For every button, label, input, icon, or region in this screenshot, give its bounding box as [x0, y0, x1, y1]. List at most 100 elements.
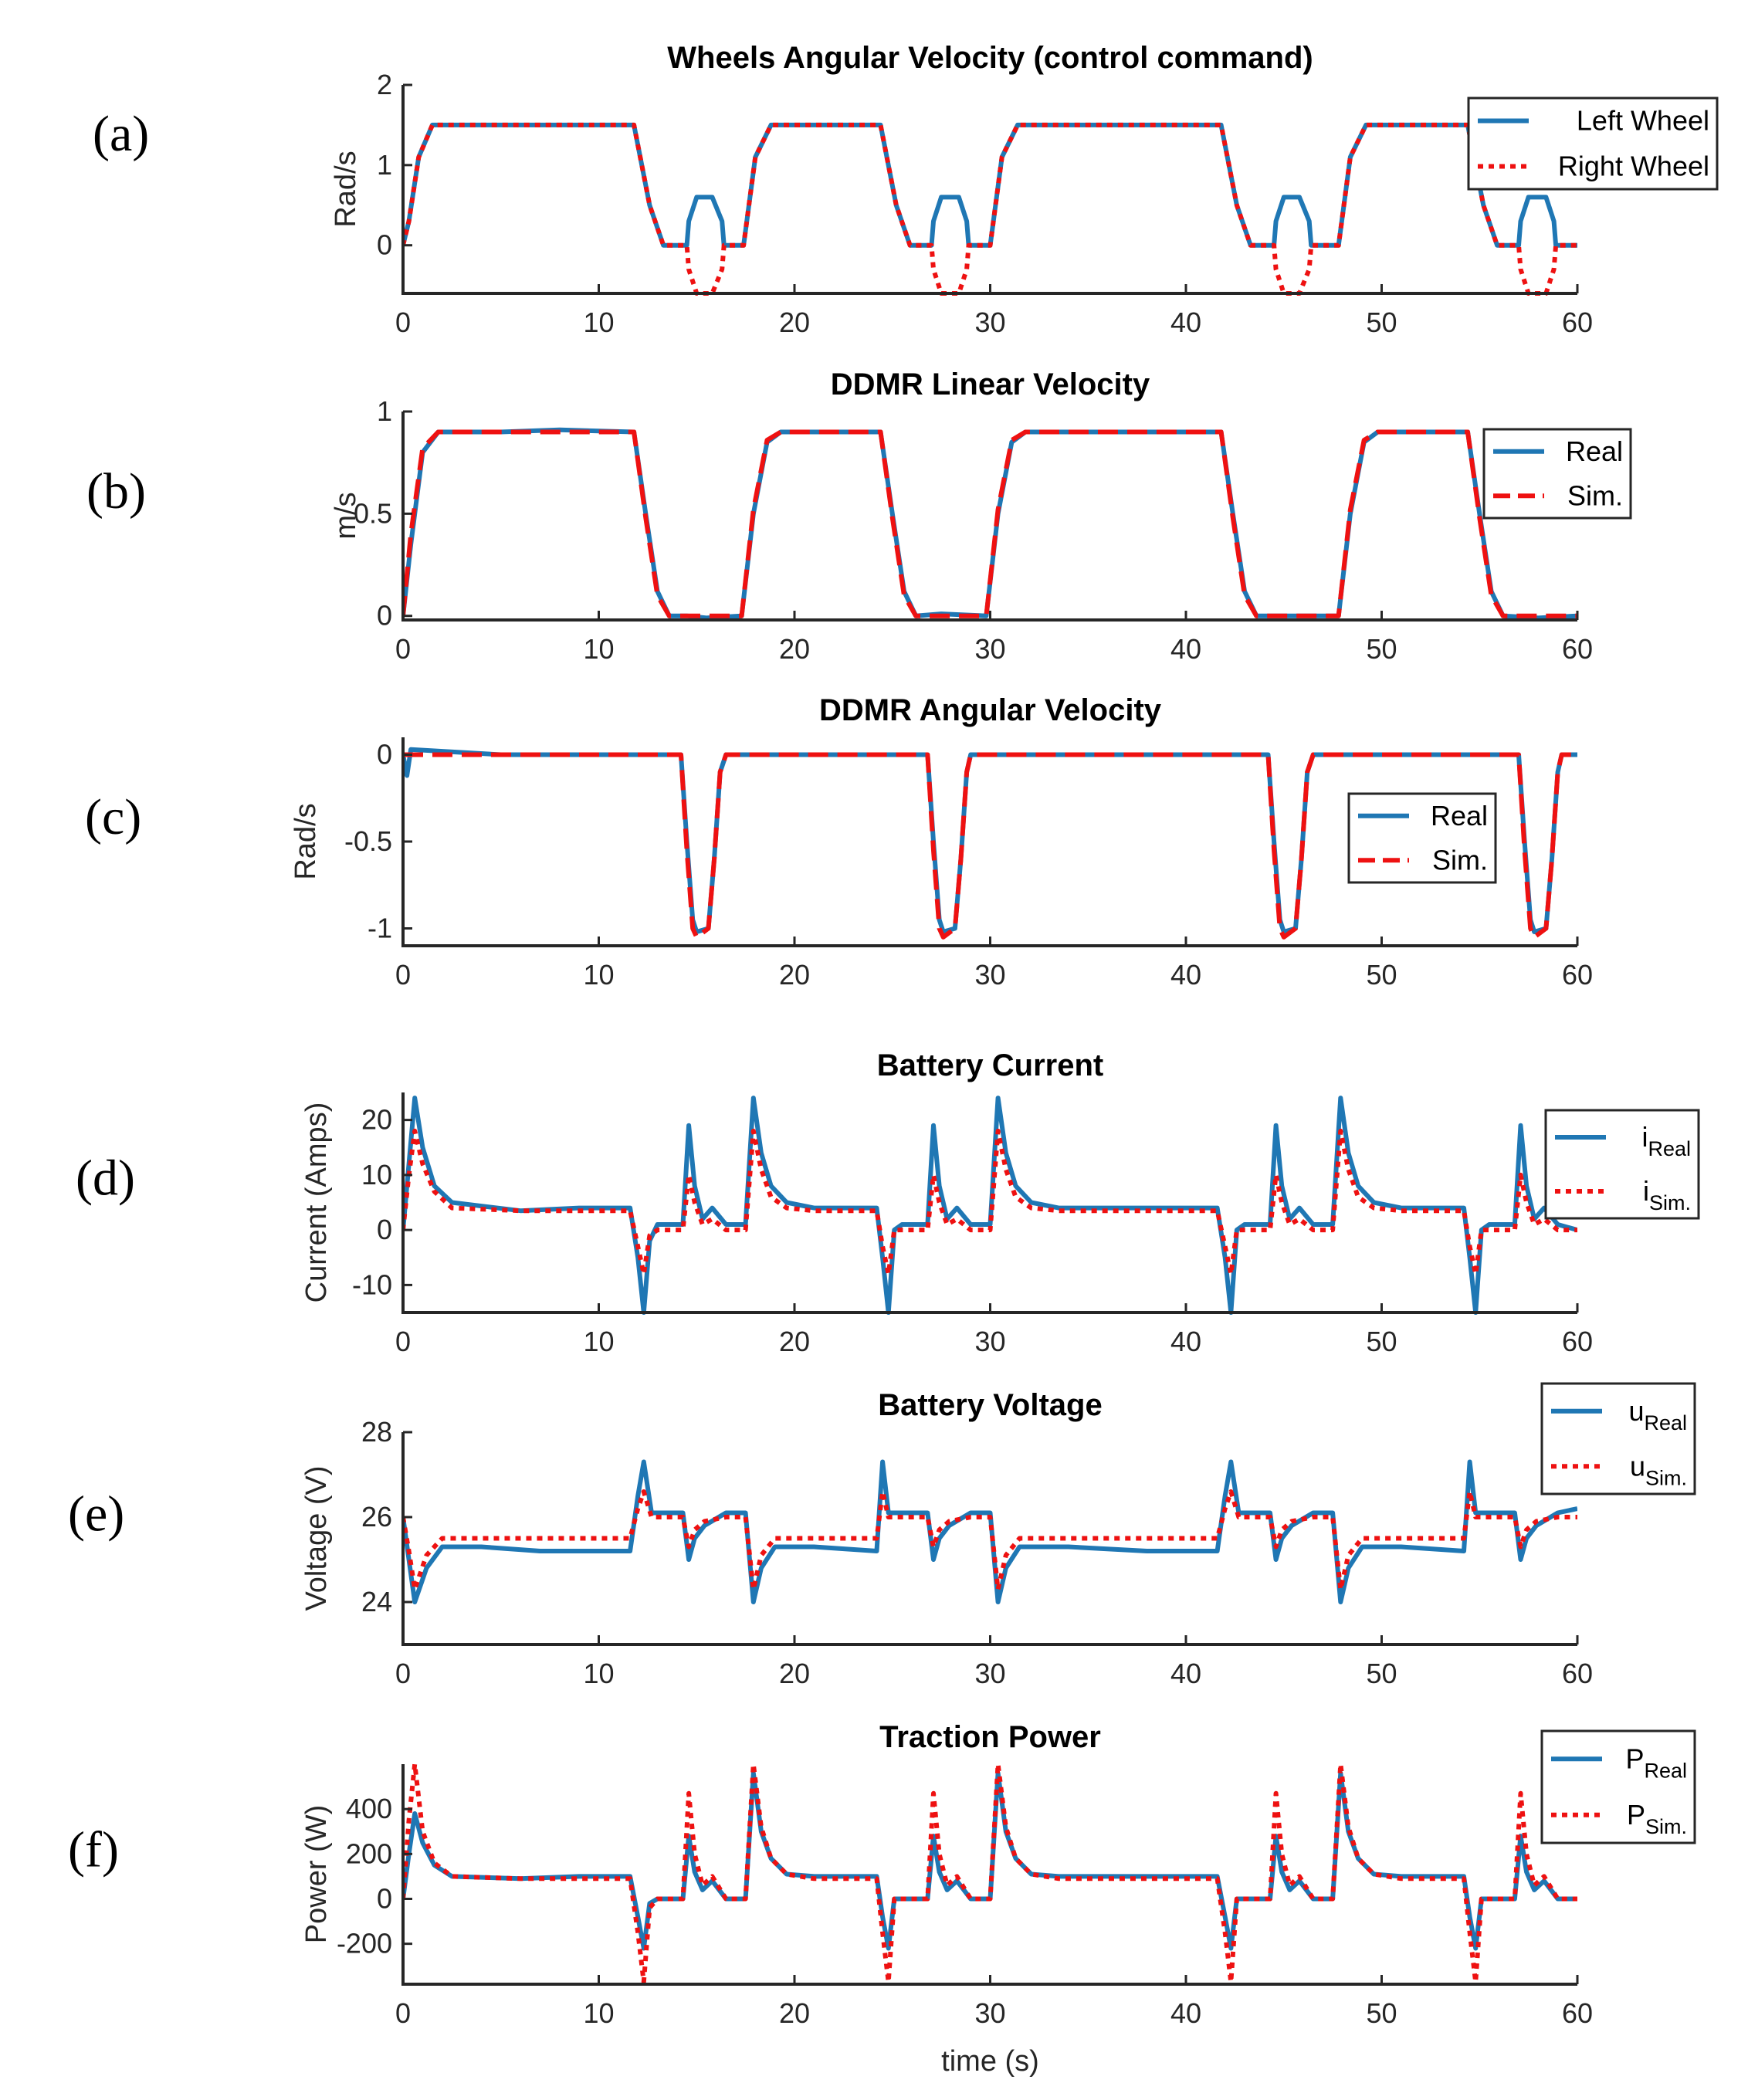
series-line-c-sim: [403, 752, 1577, 940]
y-tick-label: 0: [377, 1214, 392, 1245]
x-tick-label: 0: [395, 1997, 411, 2029]
x-tick-label: 20: [779, 1658, 810, 1689]
series-line-e-real: [403, 1459, 1577, 1604]
x-tick-label: 0: [395, 1658, 411, 1689]
y-tick-label: 24: [361, 1586, 392, 1617]
x-tick-label: 0: [395, 959, 411, 991]
x-tick-label: 50: [1366, 633, 1397, 665]
y-tick-label: 0: [377, 229, 392, 261]
y-axis-label: Voltage (V): [300, 1466, 333, 1611]
x-axis-label: time (s): [941, 2045, 1039, 2078]
legend-box: [1347, 792, 1497, 884]
chart-title: Battery Current: [877, 1048, 1103, 1082]
y-axis-label: Rad/s: [330, 151, 362, 227]
x-tick-label: 40: [1170, 633, 1201, 665]
chart-title: DDMR Linear Velocity: [831, 368, 1150, 401]
y-tick-label: 10: [361, 1159, 392, 1191]
series-line-f-real: [403, 1770, 1577, 1951]
y-tick-label: 1: [377, 149, 392, 181]
x-tick-label: 40: [1170, 1997, 1201, 2029]
x-tick-label: 30: [974, 1658, 1005, 1689]
legend-label-sim: Sim.: [1432, 844, 1488, 876]
x-tick-label: 60: [1562, 1997, 1593, 2029]
x-tick-label: 0: [395, 307, 411, 338]
panel-label: (e): [68, 1486, 124, 1543]
y-tick-label: 0: [377, 1882, 392, 1914]
x-tick-label: 30: [974, 1326, 1005, 1357]
y-axis-label: Current (Amps): [300, 1102, 333, 1303]
chart-title: Battery Voltage: [878, 1388, 1102, 1422]
series-line-d-real: [403, 1096, 1577, 1315]
x-tick-label: 10: [583, 1997, 614, 2029]
y-tick-label: -10: [352, 1268, 392, 1300]
x-tick-label: 10: [583, 959, 614, 991]
x-tick-label: 50: [1366, 307, 1397, 338]
x-tick-label: 50: [1366, 1326, 1397, 1357]
y-tick-label: 200: [346, 1838, 392, 1869]
x-tick-label: 50: [1366, 1658, 1397, 1689]
legend-box: [1467, 97, 1719, 191]
legend-box: [1540, 1729, 1696, 1844]
panel-c: 0 10 20 30 40 50 60 0 -0.5 -1 DDMR Angular Velocit…: [85, 693, 1593, 991]
y-tick-label: -1: [368, 913, 392, 944]
y-tick-label: 0: [377, 739, 392, 771]
x-tick-label: 0: [395, 1326, 411, 1357]
x-tick-label: 30: [974, 633, 1005, 665]
panel-label: (d): [76, 1150, 135, 1207]
x-tick-label: 50: [1366, 1997, 1397, 2029]
x-tick-label: 30: [974, 959, 1005, 991]
y-axis-label: Power (W): [300, 1805, 333, 1943]
x-tick-label: 60: [1562, 1658, 1593, 1689]
panel-a: 0 10 20 30 40 50 60 0 1 2 Wheels Angular Velocity …: [93, 41, 1719, 338]
x-tick-label: 40: [1170, 1658, 1201, 1689]
y-axis-label: m/s: [330, 492, 362, 539]
legend-label-sim: Right Wheel: [1558, 151, 1709, 182]
panel-label: (f): [68, 1822, 119, 1878]
series-line-b-real: [403, 427, 1577, 621]
series-line-b-sim: [403, 429, 1577, 618]
panel-label: (c): [85, 789, 141, 845]
chart-title: Wheels Angular Velocity (control command…: [667, 41, 1313, 75]
x-tick-label: 20: [779, 1326, 810, 1357]
legend-box: [1482, 428, 1632, 520]
chart-title: Traction Power: [879, 1720, 1101, 1754]
series-line-e-sim: [403, 1489, 1577, 1592]
legend-box: [1544, 1109, 1700, 1220]
x-tick-label: 20: [779, 1997, 810, 2029]
legend: Real Sim.: [1482, 428, 1632, 520]
series-line-f-sim: [403, 1762, 1577, 1985]
panel-label: (a): [93, 106, 149, 162]
series-line-a-real: [403, 122, 1577, 248]
x-tick-label: 20: [779, 307, 810, 338]
panel-label: (b): [86, 463, 146, 520]
x-tick-label: 50: [1366, 959, 1397, 991]
panel-b: 0 10 20 30 40 50 60 0 0.5 1 DDMR Linear Velocity m/…: [86, 368, 1632, 665]
y-tick-label: 400: [346, 1793, 392, 1824]
y-tick-label: 1: [377, 395, 392, 427]
x-tick-label: 60: [1562, 307, 1593, 338]
legend-label-real: Real: [1566, 435, 1623, 467]
legend-label-real: Real: [1431, 800, 1488, 832]
legend-label-sim: Sim.: [1567, 479, 1623, 511]
series-line-d-sim: [403, 1128, 1577, 1277]
y-tick-label: -200: [337, 1928, 392, 1959]
x-tick-label: 30: [974, 307, 1005, 338]
y-tick-label: -0.5: [344, 825, 392, 857]
y-tick-label: 20: [361, 1104, 392, 1136]
y-axis-label: Rad/s: [290, 803, 322, 879]
y-tick-label: 2: [377, 69, 392, 100]
x-tick-label: 10: [583, 633, 614, 665]
x-tick-label: 60: [1562, 1326, 1593, 1357]
legend: Left Wheel Right Wheel: [1467, 97, 1719, 191]
legend: Real Sim.: [1347, 792, 1497, 884]
x-tick-label: 10: [583, 307, 614, 338]
x-tick-label: 40: [1170, 1326, 1201, 1357]
x-tick-label: 60: [1562, 633, 1593, 665]
x-tick-label: 10: [583, 1326, 614, 1357]
y-tick-label: 0.5: [354, 497, 392, 529]
chart-title: DDMR Angular Velocity: [819, 693, 1162, 727]
